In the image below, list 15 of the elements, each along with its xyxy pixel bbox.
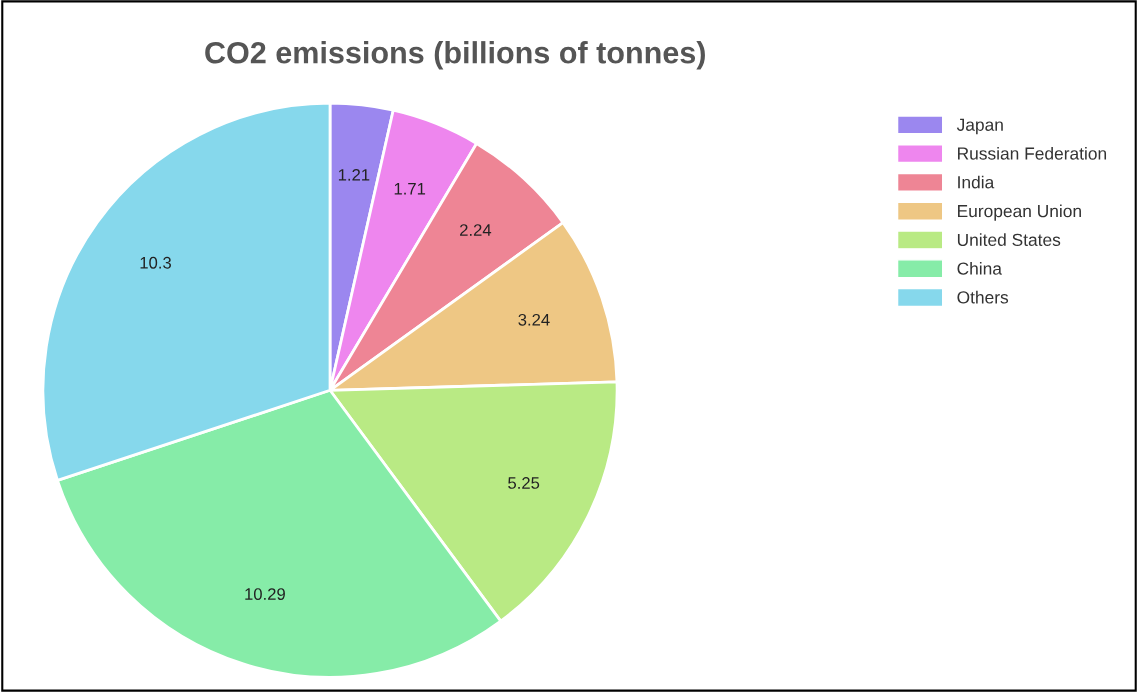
legend-label: Russian Federation [958,146,1107,160]
data-label: 5.25 [508,477,540,489]
data-label: 10.29 [245,588,285,600]
data-label: 1.21 [338,168,370,181]
data-label: 1.71 [394,183,426,195]
legend-label: China [957,262,1002,275]
legend-label: Others [957,290,1009,304]
legend-label: United States [957,233,1061,246]
legend-label: India [958,175,995,189]
legend-label: Japan [956,118,1003,135]
chart-title: CO2 emissions (billions of tonnes) [205,41,705,70]
data-label: 2.24 [460,224,492,236]
data-label: 3.24 [518,313,550,326]
legend-label: European Union [958,204,1081,221]
data-label: 10.3 [140,256,171,269]
